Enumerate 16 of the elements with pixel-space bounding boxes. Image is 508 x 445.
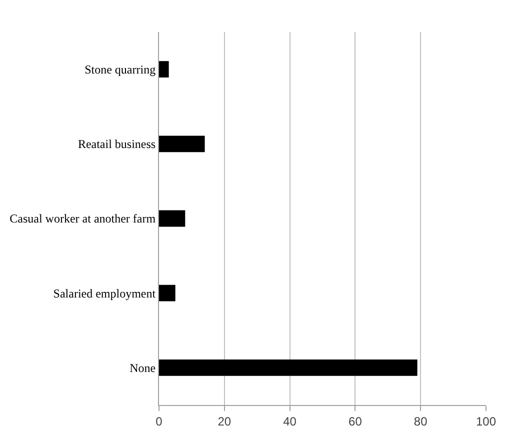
y-tick-label: Salaried employment [53,286,156,300]
y-tick-label: Casual worker at another farm [10,212,156,226]
y-tick-label: Stone quarring [84,62,156,76]
y-tick-label: None [130,360,156,375]
bar [159,210,186,227]
x-tick-label: 80 [414,414,428,428]
bar [159,61,169,78]
x-tick-label: 0 [156,414,163,428]
x-tick-label: 100 [476,414,496,428]
x-tick-label: 60 [348,414,362,428]
bar [159,359,418,376]
x-tick-label: 20 [218,414,232,428]
x-tick-label: 40 [283,414,297,428]
y-tick-label: Reatail business [78,137,156,152]
bar [159,136,205,152]
bar [159,284,176,302]
